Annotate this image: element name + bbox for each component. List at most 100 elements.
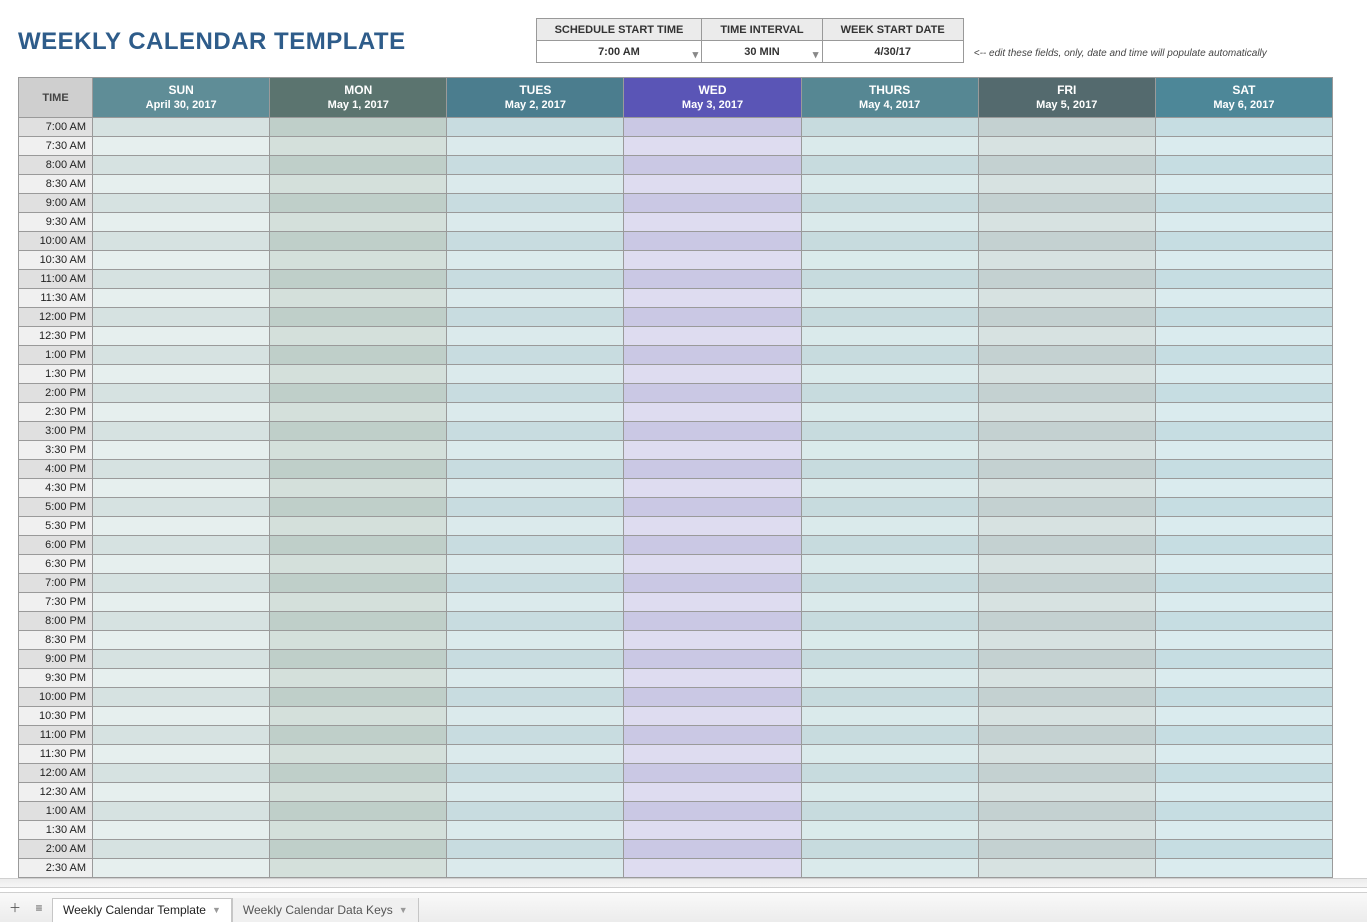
calendar-cell[interactable]	[1155, 213, 1332, 232]
calendar-cell[interactable]	[801, 289, 978, 308]
calendar-cell[interactable]	[447, 783, 624, 802]
calendar-cell[interactable]	[624, 498, 801, 517]
calendar-cell[interactable]	[447, 593, 624, 612]
calendar-cell[interactable]	[978, 232, 1155, 251]
calendar-cell[interactable]	[270, 650, 447, 669]
calendar-cell[interactable]	[270, 213, 447, 232]
calendar-cell[interactable]	[447, 764, 624, 783]
calendar-cell[interactable]	[270, 289, 447, 308]
calendar-cell[interactable]	[801, 403, 978, 422]
calendar-cell[interactable]	[978, 479, 1155, 498]
calendar-cell[interactable]	[801, 783, 978, 802]
calendar-cell[interactable]	[93, 536, 270, 555]
calendar-cell[interactable]	[801, 175, 978, 194]
calendar-cell[interactable]	[93, 479, 270, 498]
calendar-cell[interactable]	[447, 422, 624, 441]
calendar-cell[interactable]	[447, 118, 624, 137]
calendar-cell[interactable]	[93, 346, 270, 365]
calendar-cell[interactable]	[978, 859, 1155, 878]
calendar-cell[interactable]	[93, 460, 270, 479]
calendar-cell[interactable]	[978, 783, 1155, 802]
calendar-cell[interactable]	[447, 859, 624, 878]
calendar-cell[interactable]	[1155, 403, 1332, 422]
calendar-cell[interactable]	[801, 840, 978, 859]
calendar-cell[interactable]	[801, 650, 978, 669]
calendar-cell[interactable]	[1155, 745, 1332, 764]
calendar-cell[interactable]	[1155, 346, 1332, 365]
calendar-cell[interactable]	[270, 726, 447, 745]
calendar-cell[interactable]	[978, 175, 1155, 194]
calendar-cell[interactable]	[801, 612, 978, 631]
calendar-cell[interactable]	[447, 802, 624, 821]
calendar-cell[interactable]	[801, 631, 978, 650]
calendar-cell[interactable]	[801, 764, 978, 783]
calendar-cell[interactable]	[447, 536, 624, 555]
calendar-cell[interactable]	[270, 346, 447, 365]
calendar-cell[interactable]	[93, 175, 270, 194]
calendar-cell[interactable]	[93, 137, 270, 156]
calendar-cell[interactable]	[93, 783, 270, 802]
calendar-cell[interactable]	[801, 688, 978, 707]
calendar-cell[interactable]	[447, 745, 624, 764]
calendar-cell[interactable]	[270, 612, 447, 631]
sheet-tab-active[interactable]: Weekly Calendar Template ▼	[52, 898, 232, 922]
calendar-cell[interactable]	[1155, 574, 1332, 593]
calendar-cell[interactable]	[270, 555, 447, 574]
calendar-cell[interactable]	[270, 764, 447, 783]
calendar-cell[interactable]	[801, 536, 978, 555]
calendar-cell[interactable]	[624, 384, 801, 403]
calendar-cell[interactable]	[801, 669, 978, 688]
dropdown-icon[interactable]: ▾	[812, 48, 820, 56]
calendar-cell[interactable]	[93, 764, 270, 783]
calendar-cell[interactable]	[447, 137, 624, 156]
calendar-cell[interactable]	[447, 175, 624, 194]
calendar-cell[interactable]	[978, 745, 1155, 764]
calendar-cell[interactable]	[1155, 308, 1332, 327]
calendar-cell[interactable]	[270, 517, 447, 536]
calendar-cell[interactable]	[624, 555, 801, 574]
calendar-cell[interactable]	[270, 859, 447, 878]
calendar-cell[interactable]	[447, 650, 624, 669]
calendar-cell[interactable]	[270, 783, 447, 802]
calendar-cell[interactable]	[270, 840, 447, 859]
calendar-cell[interactable]	[447, 479, 624, 498]
calendar-cell[interactable]	[447, 574, 624, 593]
calendar-cell[interactable]	[624, 745, 801, 764]
calendar-cell[interactable]	[1155, 118, 1332, 137]
calendar-cell[interactable]	[1155, 270, 1332, 289]
calendar-cell[interactable]	[624, 669, 801, 688]
calendar-cell[interactable]	[447, 346, 624, 365]
calendar-cell[interactable]	[978, 669, 1155, 688]
calendar-cell[interactable]	[801, 460, 978, 479]
calendar-cell[interactable]	[624, 175, 801, 194]
calendar-cell[interactable]	[93, 384, 270, 403]
calendar-cell[interactable]	[978, 213, 1155, 232]
calendar-cell[interactable]	[978, 650, 1155, 669]
calendar-cell[interactable]	[447, 365, 624, 384]
calendar-cell[interactable]	[978, 365, 1155, 384]
calendar-cell[interactable]	[624, 612, 801, 631]
calendar-cell[interactable]	[447, 631, 624, 650]
calendar-cell[interactable]	[447, 270, 624, 289]
calendar-cell[interactable]	[270, 460, 447, 479]
calendar-cell[interactable]	[1155, 517, 1332, 536]
calendar-cell[interactable]	[447, 308, 624, 327]
calendar-cell[interactable]	[1155, 498, 1332, 517]
calendar-cell[interactable]	[624, 460, 801, 479]
calendar-cell[interactable]	[801, 365, 978, 384]
calendar-cell[interactable]	[1155, 593, 1332, 612]
calendar-cell[interactable]	[624, 479, 801, 498]
calendar-cell[interactable]	[801, 745, 978, 764]
calendar-cell[interactable]	[270, 593, 447, 612]
calendar-cell[interactable]	[978, 251, 1155, 270]
calendar-cell[interactable]	[978, 498, 1155, 517]
calendar-cell[interactable]	[93, 118, 270, 137]
calendar-cell[interactable]	[624, 403, 801, 422]
calendar-cell[interactable]	[801, 194, 978, 213]
calendar-cell[interactable]	[447, 327, 624, 346]
calendar-cell[interactable]	[447, 498, 624, 517]
calendar-cell[interactable]	[624, 137, 801, 156]
calendar-cell[interactable]	[801, 270, 978, 289]
calendar-cell[interactable]	[447, 726, 624, 745]
tab-menu-icon[interactable]: ▼	[212, 905, 221, 915]
